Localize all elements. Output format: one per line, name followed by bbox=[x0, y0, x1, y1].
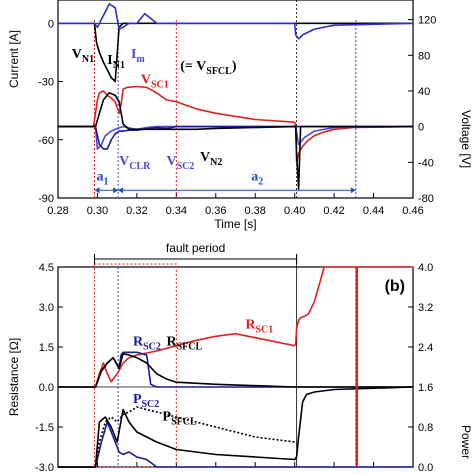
panel-b-series-p-sc2 bbox=[58, 421, 413, 468]
panel-b-right-tick-label: 0.0 bbox=[418, 462, 433, 474]
panel-a-x-tick-label: 0.32 bbox=[126, 205, 147, 217]
panel-a-annotation-v-sc2: VSC2 bbox=[166, 154, 194, 172]
panel-b-chart: 4.5 3.0 1.5 0.0 -1.5 -3.0 4.0 3.2 2.4 1.6 0.8 0.0 fa… bbox=[7, 241, 473, 474]
panel-b-left-tick-label: 0.0 bbox=[39, 382, 54, 394]
panel-a-left-tick-label: 0 bbox=[48, 18, 54, 30]
panel-a-series-v-clr bbox=[58, 125, 414, 150]
panel-b-right-axis-label: Power bbox=[459, 425, 473, 459]
panel-b-series-p-sfcl bbox=[58, 386, 414, 468]
panel-b-left-tick-label: 1.5 bbox=[39, 342, 54, 354]
panel-a-arrow-a2-head-right bbox=[350, 187, 356, 194]
panel-a-right-tick-label: -80 bbox=[418, 193, 434, 205]
panel-b-plot-frame bbox=[57, 266, 414, 468]
panel-a-annotation-v-sc1: VSC1 bbox=[141, 72, 169, 90]
panel-a-series-v-n2 bbox=[58, 92, 413, 190]
panel-b-label: (b) bbox=[385, 278, 405, 295]
panel-a-series-v-sc1-v-sfcl bbox=[58, 85, 414, 164]
panel-b-right-tick-label: 2.4 bbox=[418, 342, 433, 354]
panel-a-plot-frame bbox=[57, 0, 414, 199]
panel-a-chart: 0 -30 -60 -90 120 80 40 0 -40 -80 VN1 IN1 Im VSC1 (= V… bbox=[7, 0, 473, 231]
panel-a-series-v-sc2 bbox=[58, 125, 413, 150]
panel-b-fault-window bbox=[93, 263, 177, 468]
panel-a-arrow-a1-head-left bbox=[94, 187, 100, 194]
panel-b-annotation-r-sc2: RSC2 bbox=[133, 335, 161, 353]
panel-b-right-tick-label: 4.0 bbox=[418, 262, 433, 274]
panel-b-series-r-sc1 bbox=[58, 266, 413, 388]
panel-a-annotation-a-1: a1 bbox=[96, 170, 108, 188]
panel-a-annotation-v-n1: VN1 bbox=[72, 47, 94, 65]
panel-a-series-i-m bbox=[58, 3, 414, 40]
panel-a-right-axis-label: Voltage [V] bbox=[459, 110, 473, 168]
panel-a-left-tick-label: -30 bbox=[38, 77, 54, 89]
panel-a-x-tick-label: 0.36 bbox=[205, 205, 226, 217]
panel-a-annotation-i-n1: IN1 bbox=[107, 53, 125, 71]
panel-b-left-tick-label: 3.0 bbox=[39, 302, 54, 314]
panel-a-left-tick-label: -90 bbox=[38, 193, 54, 205]
panel-b-annotation-r-sc1: RSC1 bbox=[245, 317, 273, 335]
panel-b-left-tick-label: -1.5 bbox=[35, 422, 54, 434]
panel-a-x-tick-label: 0.38 bbox=[245, 205, 266, 217]
panel-b-left-axis-label: Resistance [Ω] bbox=[7, 338, 21, 416]
panel-a-right-tick-label: 40 bbox=[418, 86, 430, 98]
panel-b-left-tick-label: 4.5 bbox=[39, 262, 54, 274]
panel-b-series-r-sfcl bbox=[58, 352, 413, 388]
panel-b-annotation-r-sfcl: RSFCL bbox=[166, 335, 202, 353]
panel-a-right-tick-label: 0 bbox=[418, 122, 424, 134]
panel-b-right-tick-label: 1.6 bbox=[418, 382, 433, 394]
panel-b-left-tick-label: -3.0 bbox=[35, 462, 54, 474]
panel-a-right-tick-label: 120 bbox=[418, 15, 436, 27]
panel-b-annotation-p-sc2: PSC2 bbox=[133, 392, 159, 410]
panel-b-right-tick-label: 0.8 bbox=[418, 422, 433, 434]
panel-a-x-tick-label: 0.42 bbox=[323, 205, 344, 217]
panel-a-annotation-i-m: Im bbox=[131, 47, 145, 65]
panel-a-x-axis-label: Time [s] bbox=[214, 217, 256, 231]
panel-a-x-tick-label: 0.40 bbox=[284, 205, 305, 217]
panel-a-annotation-v-sfcl: (= VSFCL) bbox=[180, 59, 237, 77]
panel-a-right-tick-label: -40 bbox=[418, 157, 434, 169]
panel-a-x-tick-label: 0.28 bbox=[47, 205, 68, 217]
panel-b-annotation-p-sfcl: PSFCL bbox=[163, 409, 197, 427]
panel-a-x-tick-label: 0.44 bbox=[363, 205, 384, 217]
panel-b-fault-period-label: fault period bbox=[166, 241, 225, 255]
panel-a-x-tick-label: 0.34 bbox=[166, 205, 187, 217]
panel-a-arrow-a2-head-left bbox=[118, 187, 124, 194]
panel-a-left-tick-label: -60 bbox=[38, 135, 54, 147]
panel-a-left-axis-label: Current [A] bbox=[7, 30, 21, 88]
panel-a-arrow-a1-head-right bbox=[113, 187, 119, 194]
panel-a-annotation-a-2: a2 bbox=[251, 170, 263, 188]
panel-a-x-tick-label: 0.46 bbox=[402, 205, 423, 217]
panel-a-right-tick-label: 80 bbox=[418, 50, 430, 62]
panel-a-annotation-v-clr: VCLR bbox=[119, 154, 151, 172]
panel-b-right-tick-label: 3.2 bbox=[418, 302, 433, 314]
panel-a-annotation-v-n2: VN2 bbox=[200, 150, 222, 168]
panel-a-x-tick-label: 0.30 bbox=[87, 205, 108, 217]
